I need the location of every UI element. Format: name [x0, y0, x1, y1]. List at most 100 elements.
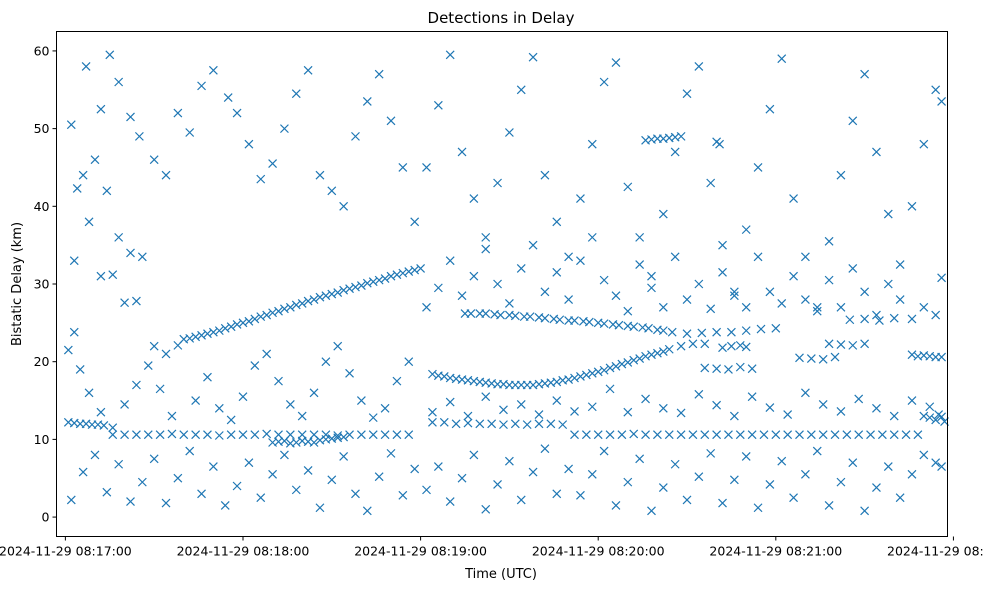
data-point: [599, 365, 609, 375]
data-point: [114, 459, 124, 469]
data-point: [63, 345, 73, 355]
data-point: [131, 296, 141, 306]
data-point: [937, 96, 947, 106]
data-point: [226, 322, 236, 332]
data-point: [718, 343, 727, 353]
data-point: [404, 430, 414, 440]
data-point: [599, 77, 609, 87]
data-point: [658, 403, 668, 413]
data-point: [203, 372, 212, 382]
data-point: [777, 298, 787, 308]
data-point: [285, 302, 295, 312]
data-point: [824, 236, 834, 246]
data-point: [208, 327, 218, 337]
data-point: [700, 430, 710, 440]
data-point: [250, 314, 260, 324]
data-point: [368, 277, 378, 287]
data-point: [268, 308, 278, 318]
data-point: [197, 330, 206, 340]
data-point: [623, 477, 633, 487]
data-point: [285, 399, 295, 409]
data-point: [676, 131, 686, 141]
data-point: [131, 430, 141, 440]
data-point: [469, 271, 479, 281]
data-point: [735, 340, 745, 350]
data-point: [339, 432, 349, 442]
data-point: [735, 430, 745, 440]
data-point: [848, 340, 858, 350]
data-point: [670, 147, 680, 157]
data-point: [155, 430, 165, 440]
data-point: [303, 296, 313, 306]
data-point: [167, 411, 177, 421]
data-point: [783, 430, 793, 440]
data-point: [883, 462, 893, 472]
data-point: [126, 248, 135, 258]
data-point: [694, 62, 704, 71]
data-point: [457, 147, 467, 157]
data-point: [907, 396, 917, 405]
data-point: [481, 504, 491, 514]
data-point: [214, 431, 224, 440]
data-point: [356, 281, 366, 290]
data-point: [220, 500, 230, 510]
data-point: [392, 270, 402, 280]
data-point: [848, 116, 858, 126]
data-point: [232, 108, 242, 118]
data-point: [937, 412, 947, 422]
data-point: [706, 304, 716, 314]
data-point: [268, 469, 278, 479]
data-point: [105, 50, 115, 60]
data-point: [404, 267, 414, 276]
data-point: [90, 450, 100, 460]
data-point: [208, 65, 218, 75]
data-point: [854, 430, 864, 440]
data-point: [552, 267, 562, 277]
data-point: [593, 367, 603, 377]
data-point: [877, 430, 887, 440]
data-point: [197, 489, 206, 499]
data-point: [741, 342, 751, 352]
data-point: [919, 302, 929, 312]
data-point: [108, 270, 118, 280]
data-point: [297, 411, 307, 421]
x-tick-label: 2024-11-29 08:22:00: [887, 544, 984, 559]
data-point: [587, 402, 597, 412]
data-point: [599, 319, 609, 329]
data-point: [380, 403, 390, 413]
data-point: [635, 260, 645, 270]
data-point: [753, 252, 763, 262]
data-point: [641, 351, 650, 361]
data-point: [120, 298, 130, 308]
data-point: [223, 93, 233, 102]
data-point: [149, 341, 159, 351]
data-point: [481, 244, 491, 254]
data-point: [72, 184, 82, 193]
data-point: [771, 323, 781, 333]
data-point: [635, 232, 645, 242]
data-point: [623, 358, 633, 367]
data-point: [410, 464, 420, 474]
data-point: [96, 407, 106, 417]
data-point: [688, 430, 698, 440]
data-point: [114, 77, 124, 87]
data-point: [836, 477, 846, 487]
data-point: [173, 108, 183, 118]
data-point: [564, 295, 574, 304]
data-point: [428, 369, 437, 379]
data-point: [830, 430, 840, 440]
data-point: [315, 503, 325, 513]
data-point: [439, 417, 449, 427]
data-point: [599, 446, 609, 456]
data-point: [351, 131, 360, 141]
data-point: [297, 430, 307, 440]
data-point: [729, 411, 739, 421]
data-point: [392, 376, 402, 386]
y-axis-label: Bistatic Delay (km): [10, 222, 25, 346]
data-point: [931, 310, 941, 320]
data-point: [291, 300, 301, 310]
data-point: [327, 289, 337, 299]
data-point: [197, 81, 206, 91]
data-point: [718, 240, 727, 250]
y-tick-label: 50: [34, 121, 50, 136]
